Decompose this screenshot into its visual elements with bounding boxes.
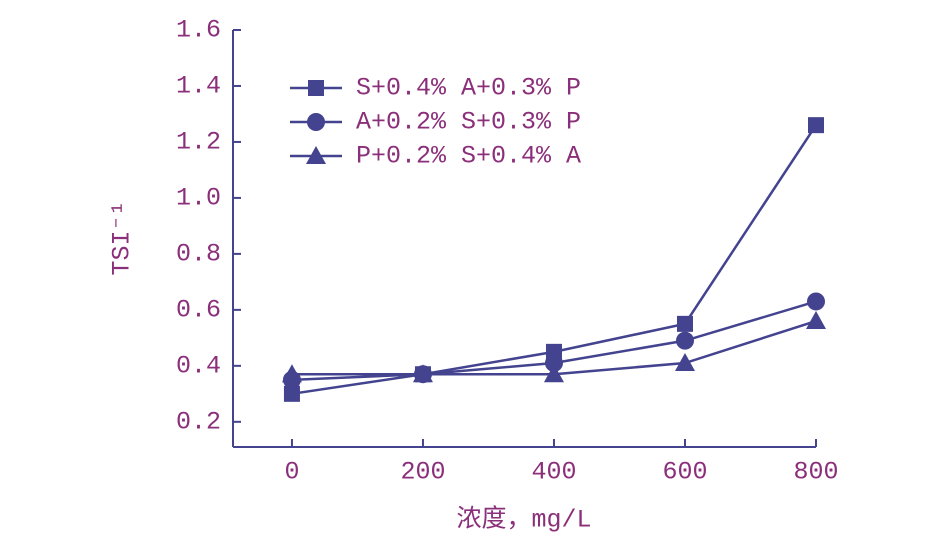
marker (807, 292, 825, 311)
marker (808, 117, 824, 134)
marker (281, 364, 302, 383)
y-tick-label: 0.4 (176, 351, 221, 380)
x-tick-label: 0 (284, 458, 299, 487)
y-tick-label: 1.0 (176, 184, 221, 213)
marker (676, 315, 693, 332)
y-axis-label: TSI⁻¹ (108, 200, 137, 275)
marker (306, 146, 326, 164)
y-tick-label: 0.2 (176, 407, 221, 436)
marker (544, 354, 563, 373)
x-tick-label: 600 (662, 458, 707, 487)
x-tick-label: 400 (531, 458, 576, 487)
marker (806, 311, 826, 330)
x-tick-label: 800 (793, 458, 838, 487)
marker (283, 385, 300, 402)
y-tick-label: 0.8 (176, 240, 221, 269)
x-tick-label: 200 (400, 458, 445, 487)
legend-label: A+0.2% S+0.3% P (356, 108, 581, 137)
marker (675, 331, 694, 350)
y-tick-label: 0.6 (176, 295, 221, 324)
legend-label: S+0.4% A+0.3% P (356, 74, 581, 103)
marker (307, 113, 325, 131)
marker (674, 353, 695, 372)
legend-label: P+0.2% S+0.4% A (356, 142, 581, 171)
marker (412, 364, 433, 383)
marker (308, 80, 324, 96)
y-tick-label: 1.4 (176, 72, 221, 101)
y-tick-label: 1.2 (176, 128, 221, 157)
marker (543, 364, 564, 383)
y-tick-label: 1.6 (176, 16, 221, 45)
x-axis-label: 浓度，mg/L (456, 505, 591, 535)
